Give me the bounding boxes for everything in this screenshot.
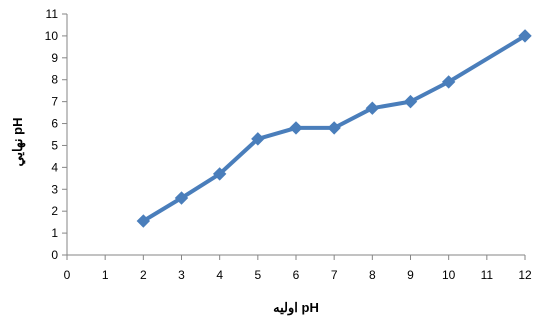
data-point-marker xyxy=(136,214,151,228)
x-tick-label: 2 xyxy=(140,268,147,282)
series-line xyxy=(141,33,527,223)
x-tick-label: 5 xyxy=(254,268,261,282)
y-tick-label: 8 xyxy=(51,73,58,87)
y-tick-label: 11 xyxy=(46,7,59,21)
x-tick-label: 1 xyxy=(102,268,109,282)
data-point-marker xyxy=(365,101,380,115)
y-tick-label: 7 xyxy=(51,95,58,109)
x-axis-ticks: 0 1 2 3 4 5 6 7 8 9 10 11 12 xyxy=(64,255,532,282)
x-tick-label: 0 xyxy=(64,268,71,282)
data-point-marker xyxy=(441,75,456,89)
y-axis-title: pH نهايي xyxy=(10,118,26,167)
x-tick-label: 8 xyxy=(369,268,376,282)
data-point-marker xyxy=(289,121,303,135)
data-point-marker xyxy=(174,191,189,205)
y-tick-label: 5 xyxy=(51,138,58,152)
y-tick-label: 10 xyxy=(45,29,59,43)
y-tick-label: 1 xyxy=(51,226,58,240)
x-tick-label: 6 xyxy=(293,268,300,282)
x-tick-label: 3 xyxy=(178,268,185,282)
x-tick-label: 10 xyxy=(442,268,456,282)
data-point-marker xyxy=(327,121,341,135)
y-tick-label: 2 xyxy=(51,204,58,218)
y-tick-label: 3 xyxy=(51,182,58,196)
data-point-marker xyxy=(212,167,227,181)
x-tick-label: 11 xyxy=(481,268,494,282)
data-point-marker xyxy=(251,132,265,146)
y-tick-label: 0 xyxy=(51,248,58,262)
data-point-marker xyxy=(403,94,418,109)
y-axis-ticks: 0 1 2 3 4 5 6 7 8 9 10 11 xyxy=(45,7,67,262)
y-tick-label: 6 xyxy=(51,117,58,131)
y-tick-label: 9 xyxy=(51,51,58,65)
series-layer xyxy=(136,29,532,228)
x-tick-label: 4 xyxy=(216,268,223,282)
x-tick-label: 7 xyxy=(331,268,338,282)
x-tick-label: 12 xyxy=(518,268,532,282)
x-tick-label: 9 xyxy=(407,268,414,282)
x-axis-title: pH اوليه xyxy=(273,300,319,316)
y-tick-label: 4 xyxy=(51,160,58,174)
data-point-marker xyxy=(518,29,532,43)
